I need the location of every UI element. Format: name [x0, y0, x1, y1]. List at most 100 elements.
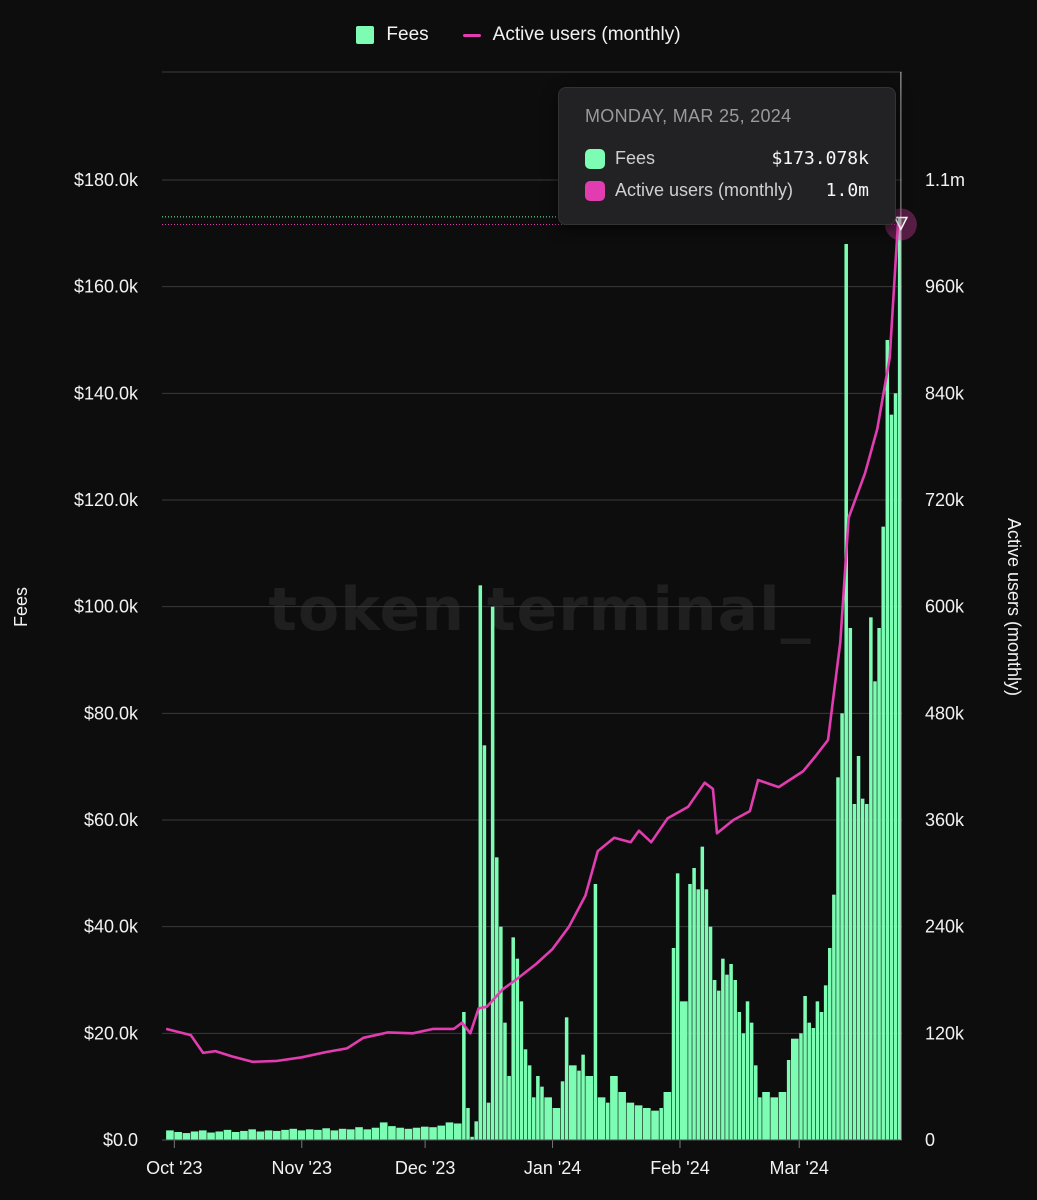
- x-tick-label: Feb '24: [650, 1158, 709, 1178]
- fees-bar: [618, 1092, 626, 1140]
- fees-bar: [190, 1131, 199, 1140]
- x-tick-label: Mar '24: [769, 1158, 828, 1178]
- tooltip-users-value: 1.0m: [825, 180, 869, 201]
- fees-bar: [536, 1076, 540, 1140]
- y-tick-label: $60.0k: [84, 810, 139, 830]
- fees-bar: [404, 1128, 413, 1140]
- fees-bar: [869, 617, 873, 1140]
- fees-bar: [305, 1129, 314, 1140]
- fees-bar: [877, 628, 881, 1140]
- fees-bar: [396, 1127, 404, 1140]
- fees-bar: [675, 873, 680, 1140]
- fees-bar: [754, 1065, 758, 1140]
- active-users-line-icon: [462, 33, 481, 37]
- fees-bar: [515, 958, 520, 1140]
- fees-bar: [819, 1012, 824, 1140]
- y2-tick-label: 480k: [925, 703, 965, 723]
- fees-bar: [569, 1065, 577, 1140]
- y2-tick-label: 720k: [925, 490, 965, 510]
- fees-bar: [852, 804, 857, 1140]
- fees-bar: [166, 1130, 174, 1140]
- fees-swatch-icon: [585, 148, 605, 169]
- fees-bar: [721, 958, 725, 1140]
- fees-bar: [347, 1129, 355, 1140]
- fees-bar: [453, 1123, 462, 1140]
- fees-bar: [688, 884, 692, 1140]
- y-tick-label: $120.0k: [74, 490, 139, 510]
- fees-bar: [610, 1076, 618, 1140]
- fees-bar: [523, 1049, 528, 1140]
- fees-bars[interactable]: [166, 216, 902, 1141]
- fees-bar: [770, 1097, 779, 1140]
- y-tick-label: $40.0k: [84, 917, 139, 937]
- fees-bar: [823, 985, 828, 1140]
- y-axis-left-title: Fees: [11, 587, 31, 627]
- fees-bar: [885, 340, 890, 1140]
- fees-bar: [700, 846, 705, 1140]
- fees-bar: [231, 1132, 240, 1140]
- tooltip-row-fees: Fees $173.078k: [585, 148, 869, 169]
- fees-bar: [663, 1092, 672, 1140]
- fees-bar: [865, 804, 869, 1140]
- y-tick-label: $0.0: [103, 1130, 138, 1150]
- fees-bar: [519, 1001, 524, 1140]
- fees-bar: [330, 1130, 339, 1140]
- fees-bar: [462, 1012, 466, 1140]
- legend-label-fees: Fees: [386, 24, 429, 45]
- fees-bar: [273, 1130, 281, 1140]
- fees-bar: [786, 1060, 791, 1140]
- fees-bar: [758, 1097, 762, 1140]
- fees-bar: [680, 1001, 688, 1140]
- fees-bar: [741, 1033, 746, 1140]
- fees-bar: [626, 1102, 635, 1140]
- fees-bar: [297, 1130, 306, 1140]
- y2-tick-label: 840k: [925, 383, 965, 403]
- y2-tick-label: 0: [925, 1130, 935, 1150]
- fees-bar: [223, 1129, 232, 1140]
- legend-label-active-users: Active users (monthly): [492, 24, 681, 45]
- fees-bar: [577, 1070, 581, 1140]
- x-tick-label: Jan '24: [524, 1158, 581, 1178]
- fees-bar: [696, 889, 700, 1140]
- y-tick-label: $140.0k: [74, 383, 139, 403]
- fees-bar: [470, 1136, 474, 1140]
- fees-bar: [207, 1132, 215, 1140]
- fees-bar: [840, 713, 844, 1140]
- fees-bar: [552, 1108, 561, 1140]
- fees-bar: [893, 393, 898, 1140]
- fees-bar: [836, 777, 840, 1140]
- fees-bar: [844, 244, 848, 1140]
- fees-bar: [803, 996, 807, 1140]
- y-axis-right-ticks: 0 120k 240k 360k 480k 600k 720k 840k 960k 1.1m: [925, 170, 965, 1150]
- tooltip-fees-value: $173.078k: [771, 148, 869, 169]
- y-tick-label: $80.0k: [84, 703, 139, 723]
- fees-bar: [388, 1126, 396, 1140]
- y2-tick-label: 1.1m: [925, 170, 965, 190]
- fees-bar: [281, 1129, 289, 1140]
- fees-bar: [474, 1121, 478, 1140]
- y2-tick-label: 600k: [925, 597, 965, 617]
- fees-bar: [338, 1128, 347, 1140]
- fees-bar: [712, 980, 717, 1140]
- fees-bar: [733, 980, 737, 1140]
- fees-bar: [466, 1108, 470, 1140]
- fees-bar: [811, 1028, 816, 1140]
- fees-bar: [532, 1097, 536, 1140]
- fees-bar: [322, 1128, 330, 1140]
- fees-bar: [544, 1097, 552, 1140]
- fees-bar: [889, 414, 894, 1141]
- fees-bar: [597, 1097, 606, 1140]
- fees-bar: [799, 1033, 803, 1140]
- fees-bar: [634, 1105, 643, 1140]
- legend-item-fees[interactable]: Fees: [356, 24, 429, 46]
- fees-bar: [511, 937, 515, 1140]
- active-users-line[interactable]: [165, 224, 900, 1064]
- legend-item-active-users[interactable]: Active users (monthly): [462, 24, 681, 46]
- y2-tick-label: 120k: [925, 1023, 965, 1043]
- fees-bar: [215, 1131, 224, 1140]
- fees-bar: [848, 628, 853, 1140]
- x-tick-label: Dec '23: [395, 1158, 455, 1178]
- fees-bar: [482, 745, 487, 1140]
- fees-bar: [478, 585, 483, 1140]
